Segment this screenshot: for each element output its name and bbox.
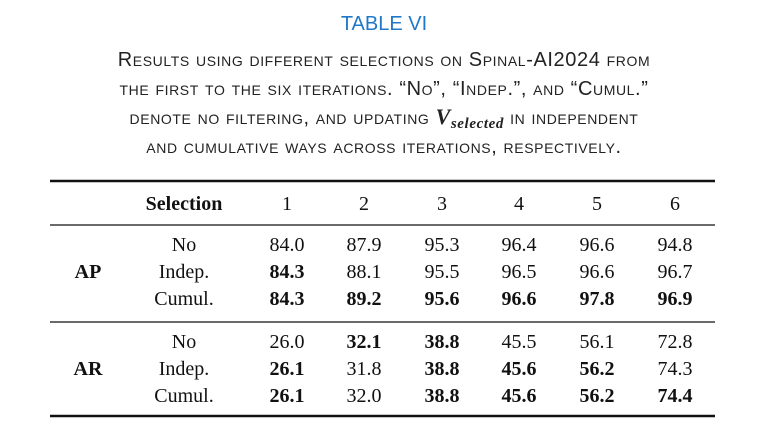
- selection-cell: Cumul.: [154, 385, 213, 407]
- caption-line: and cumulative ways across iterations, r…: [146, 136, 621, 158]
- value-cell: 96.5: [502, 261, 537, 283]
- math-symbol: V: [436, 104, 453, 129]
- header-cell: Selection: [146, 193, 223, 215]
- value-cell: 72.8: [658, 331, 693, 353]
- value-cell: 97.8: [580, 288, 615, 310]
- selection-cell: Cumul.: [154, 288, 213, 310]
- caption-line: Results using different selections on Sp…: [118, 49, 650, 71]
- value-cell: 45.5: [502, 331, 537, 353]
- table-label: TABLE VI: [341, 13, 427, 35]
- value-cell: 45.6: [502, 358, 537, 380]
- value-cell: 84.3: [270, 288, 305, 310]
- value-cell: 96.6: [502, 288, 537, 310]
- value-cell: 26.0: [270, 331, 305, 353]
- value-cell: 38.8: [425, 358, 460, 380]
- caption-line: the first to the six iterations. “No”, “…: [120, 78, 649, 100]
- value-cell: 94.8: [658, 234, 693, 256]
- value-cell: 38.8: [425, 331, 460, 353]
- selection-cell: No: [172, 234, 196, 256]
- value-cell: 87.9: [347, 234, 382, 256]
- header-cell: 5: [592, 193, 602, 215]
- value-cell: 56.1: [580, 331, 615, 353]
- caption-line: denote no filtering, and updating Vselec…: [130, 104, 639, 132]
- metric-cell: AR: [74, 358, 103, 380]
- selection-cell: Indep.: [159, 261, 210, 283]
- value-cell: 38.8: [425, 385, 460, 407]
- value-cell: 74.3: [658, 358, 693, 380]
- math-subscript: selected: [450, 116, 504, 132]
- value-cell: 95.3: [425, 234, 460, 256]
- value-cell: 56.2: [580, 358, 615, 380]
- value-cell: 88.1: [347, 261, 382, 283]
- value-cell: 26.1: [270, 358, 305, 380]
- value-cell: 84.0: [270, 234, 305, 256]
- header-cell: 1: [282, 193, 292, 215]
- metric-cell: AP: [75, 261, 102, 283]
- value-cell: 26.1: [270, 385, 305, 407]
- value-cell: 96.6: [580, 234, 615, 256]
- caption-text: in independent: [510, 107, 638, 129]
- header-cell: 2: [359, 193, 369, 215]
- value-cell: 32.1: [347, 331, 382, 353]
- selection-cell: Indep.: [159, 358, 210, 380]
- value-cell: 96.7: [658, 261, 693, 283]
- value-cell: 56.2: [580, 385, 615, 407]
- value-cell: 96.6: [580, 261, 615, 283]
- selection-cell: No: [172, 331, 196, 353]
- value-cell: 96.4: [502, 234, 537, 256]
- value-cell: 95.5: [425, 261, 460, 283]
- value-cell: 31.8: [347, 358, 382, 380]
- value-cell: 84.3: [270, 261, 305, 283]
- header-cell: 6: [670, 193, 680, 215]
- value-cell: 74.4: [658, 385, 693, 407]
- header-cell: 4: [514, 193, 524, 215]
- value-cell: 45.6: [502, 385, 537, 407]
- value-cell: 32.0: [347, 385, 382, 407]
- header-cell: 3: [437, 193, 447, 215]
- caption-text: denote no filtering, and updating: [130, 107, 430, 129]
- value-cell: 95.6: [425, 288, 460, 310]
- value-cell: 89.2: [347, 288, 382, 310]
- value-cell: 96.9: [658, 288, 693, 310]
- table: Selection 1 2 3 4 5 6 AP No 84.0 87.9 95.3 96.4 96.6 9…: [50, 179, 715, 418]
